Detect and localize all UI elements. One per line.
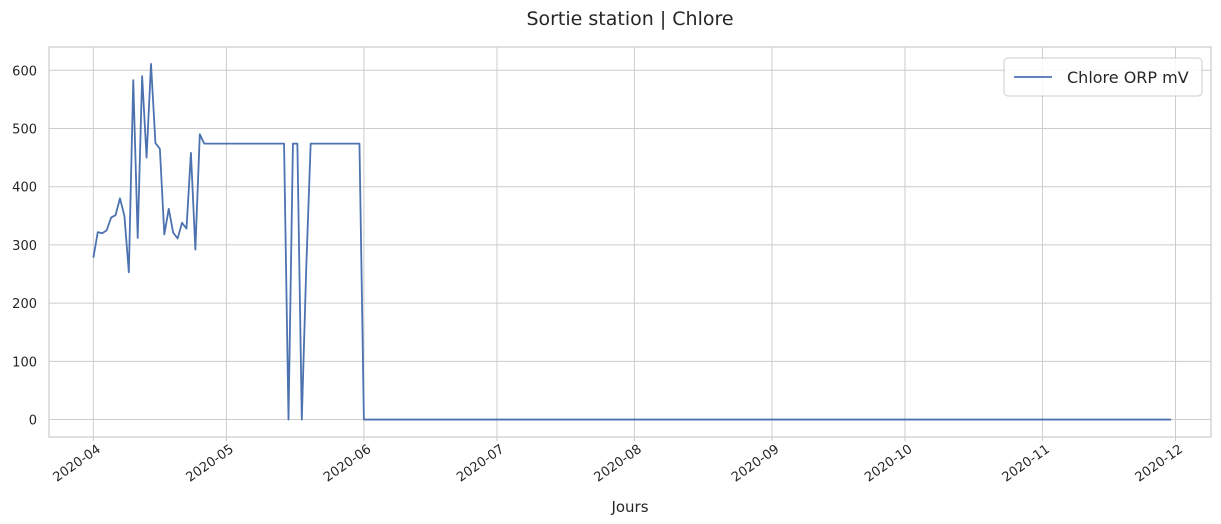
chart-title: Sortie station | Chlore xyxy=(526,8,733,30)
series-line xyxy=(92,62,1172,421)
x-tick-label: 2020-12 xyxy=(1133,442,1186,485)
legend-label: Chlore ORP mV xyxy=(1067,68,1189,87)
legend-frame xyxy=(1003,57,1203,97)
y-tick-label: 500 xyxy=(12,122,37,137)
x-tick-label: 2020-10 xyxy=(862,442,915,485)
legend: Chlore ORP mV xyxy=(1003,57,1203,97)
x-tick-label: 2020-08 xyxy=(592,442,645,485)
x-tick-label: 2020-05 xyxy=(184,442,237,485)
x-tick-label: 2020-06 xyxy=(321,442,374,485)
x-tick-label: 2020-07 xyxy=(454,442,507,485)
plot-frame xyxy=(48,46,1212,438)
x-axis-ticks: 2020-04 2020-05 2020-06 2020-07 2020-08 2020-… xyxy=(51,437,1186,485)
y-tick-label: 0 xyxy=(29,414,37,429)
x-tick-label: 2020-04 xyxy=(51,442,104,485)
x-tick-label: 2020-11 xyxy=(1000,442,1053,485)
y-tick-label: 100 xyxy=(12,355,37,370)
plot-area xyxy=(48,46,1212,438)
y-tick-label: 400 xyxy=(12,181,37,196)
grid-lines xyxy=(49,47,1211,437)
y-tick-label: 300 xyxy=(12,239,37,254)
x-axis-label: Jours xyxy=(610,498,648,516)
x-tick-label: 2020-09 xyxy=(729,442,782,485)
y-tick-label: 600 xyxy=(12,64,37,79)
y-tick-label: 200 xyxy=(12,297,37,312)
y-axis-ticks: 0 100 200 300 400 500 600 xyxy=(12,64,37,428)
